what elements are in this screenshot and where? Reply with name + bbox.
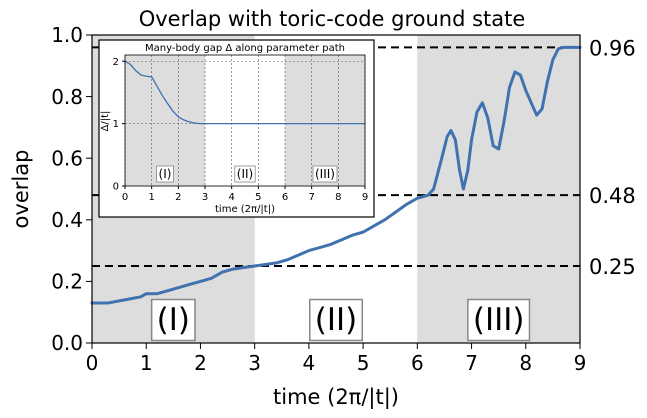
- region-label-text: (I): [159, 167, 172, 181]
- inset-plot-frame: [124, 54, 366, 187]
- x-tick-label: 0: [86, 351, 99, 375]
- region-label: (I): [156, 165, 174, 183]
- x-tick-label: 9: [574, 351, 587, 375]
- x-ticks: 0 1 2 3 4 5 6 7 8 9: [86, 343, 587, 375]
- shaded-region: [125, 55, 205, 186]
- x-tick-label: 6: [411, 351, 424, 375]
- region-label: (II): [309, 298, 363, 342]
- region-label-box: [312, 165, 338, 183]
- inset-x-axis-label: time (2π/|t|): [215, 204, 275, 215]
- y-tick-label: 1.0: [51, 23, 83, 47]
- inset-y-axis-label: Δ/|t|: [100, 111, 111, 132]
- plot-frame: [91, 34, 581, 344]
- x-tick-label: 8: [335, 192, 341, 203]
- x-tick-label: 4: [228, 192, 234, 203]
- y-tick-label: 0.8: [51, 85, 83, 109]
- region-label-box: [467, 298, 531, 342]
- x-tick-label: 4: [303, 351, 316, 375]
- shaded-region: [417, 35, 580, 343]
- region-label-box: [309, 298, 363, 342]
- x-tick-label: 7: [308, 192, 314, 203]
- shaded-region: [285, 55, 365, 186]
- region-label: (I): [150, 298, 196, 342]
- inset-shaded-regions: [125, 55, 365, 186]
- region-label-box: [234, 165, 256, 183]
- x-tick-label: 3: [248, 351, 261, 375]
- x-tick-label: 9: [362, 192, 368, 203]
- inset-y-ticks: 0 1 2: [113, 57, 125, 193]
- chart-title: Overlap with toric-code ground state: [139, 7, 526, 31]
- x-tick-label: 5: [357, 351, 370, 375]
- reference-line-labels: 0.25 0.48 0.96: [589, 36, 636, 279]
- y-tick-label: 0.6: [51, 146, 83, 170]
- y-tick-label: 0.4: [51, 208, 83, 232]
- x-axis-label: time (2π/|t|): [273, 385, 399, 410]
- x-tick-label: 1: [148, 192, 154, 203]
- y-tick-label: 0.2: [51, 270, 83, 294]
- x-tick-label: 0: [122, 192, 128, 203]
- x-tick-label: 5: [255, 192, 261, 203]
- y-axis-label: overlap: [9, 150, 33, 229]
- y-tick-label: 0.0: [51, 331, 83, 355]
- y-tick-label: 0: [113, 182, 119, 193]
- x-tick-label: 8: [519, 351, 532, 375]
- y-ticks: 0.0 0.2 0.4 0.6 0.8 1.0: [51, 23, 92, 355]
- x-tick-label: 1: [140, 351, 153, 375]
- data-line: [90, 45, 582, 305]
- region-label: (III): [312, 165, 338, 183]
- data-line: [124, 60, 366, 125]
- region-labels: (I) (II) (III): [150, 298, 531, 342]
- inset-title: Many-body gap Δ along parameter path: [145, 43, 345, 54]
- reference-line-label: 0.96: [589, 36, 636, 60]
- x-tick-label: 2: [194, 351, 207, 375]
- region-label-text: (II): [315, 302, 357, 338]
- y-tick-label: 1: [113, 119, 119, 130]
- series-lines: [90, 45, 582, 305]
- inset-region-labels: (I) (II) (III): [156, 165, 338, 183]
- x-tick-label: 6: [282, 192, 288, 203]
- region-label-text: (III): [473, 302, 525, 338]
- reference-line-label: 0.25: [589, 255, 636, 279]
- region-label: (II): [234, 165, 256, 183]
- x-tick-label: 3: [202, 192, 208, 203]
- x-tick-label: 7: [465, 351, 478, 375]
- region-label-box: [150, 298, 196, 342]
- region-label-text: (III): [315, 167, 335, 181]
- inset-chart: (I) (II) (III) 0 1 2 3 4 5 6 7 8 9 0 1 2 Many-body ga…: [98, 39, 375, 218]
- region-label-text: (II): [237, 167, 253, 181]
- reference-line-label: 0.48: [589, 184, 636, 208]
- y-tick-label: 2: [113, 57, 119, 68]
- region-label: (III): [467, 298, 531, 342]
- region-label-text: (I): [157, 302, 190, 338]
- inset-series-lines: [124, 60, 366, 125]
- x-tick-label: 2: [175, 192, 181, 203]
- region-label-box: [156, 165, 174, 183]
